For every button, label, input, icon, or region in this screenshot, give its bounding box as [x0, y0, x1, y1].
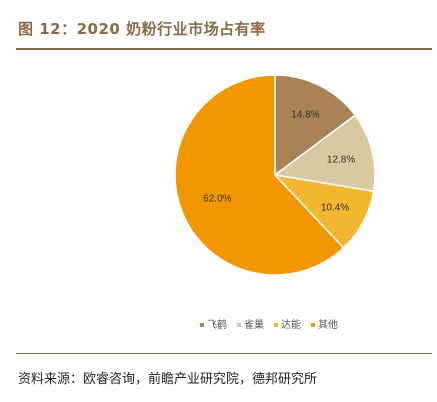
pie-slice-4 — [174, 74, 345, 276]
legend-label-2: 雀巢 — [244, 318, 264, 331]
slice-label-4: 62.0% — [203, 193, 231, 204]
slice-label-1: 14.8% — [291, 110, 319, 121]
pie-chart: 14.8% 12.8% 10.4% 62.0% 飞鹤 雀巢 达能 其他 — [0, 50, 437, 350]
pie-slices — [174, 74, 376, 276]
slice-label-3: 10.4% — [321, 203, 349, 214]
legend-label-3: 达能 — [281, 318, 301, 331]
legend-swatch-3 — [274, 323, 278, 327]
figure-title: 图 12：2020 奶粉行业市场占有率 — [18, 20, 266, 38]
title-divider — [16, 48, 432, 50]
slice-labels: 14.8% 12.8% 10.4% 62.0% — [203, 110, 355, 214]
pie-slice-1 — [274, 74, 357, 177]
source-note: 资料来源：欧睿咨询，前瞻产业研究院，德邦研究所 — [18, 372, 318, 387]
legend-swatch-4 — [311, 323, 315, 327]
legend-label-4: 其他 — [318, 318, 338, 331]
legend-swatch-1 — [200, 323, 204, 327]
legend-swatch-2 — [237, 323, 241, 327]
pie-slice-2 — [273, 114, 376, 193]
legend-label-1: 飞鹤 — [207, 318, 227, 331]
slice-label-2: 12.8% — [327, 154, 355, 165]
source-divider — [16, 353, 432, 354]
pie-chart-svg: 14.8% 12.8% 10.4% 62.0% 飞鹤 雀巢 达能 其他 — [174, 74, 376, 331]
legend: 飞鹤 雀巢 达能 其他 — [200, 318, 338, 331]
